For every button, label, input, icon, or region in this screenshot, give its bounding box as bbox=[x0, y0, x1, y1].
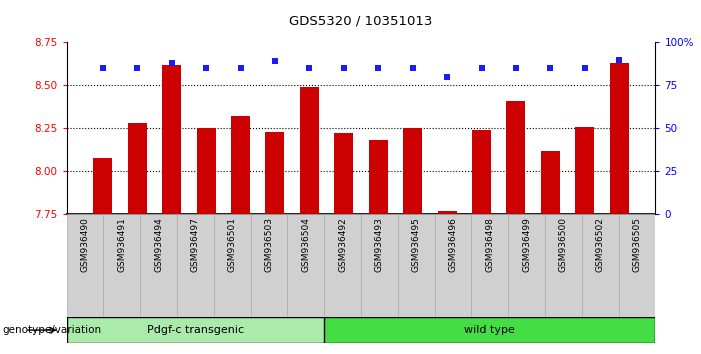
Bar bbox=[619, 214, 655, 317]
Bar bbox=[104, 214, 140, 317]
Text: GSM936490: GSM936490 bbox=[81, 217, 90, 272]
Text: GSM936491: GSM936491 bbox=[117, 217, 126, 272]
Bar bbox=[435, 214, 471, 317]
Bar bbox=[300, 87, 319, 214]
Point bbox=[476, 65, 487, 71]
Bar bbox=[369, 140, 388, 214]
Bar bbox=[582, 214, 619, 317]
Bar bbox=[541, 151, 560, 214]
Text: genotype/variation: genotype/variation bbox=[2, 325, 101, 335]
Bar bbox=[231, 116, 250, 214]
Point bbox=[304, 65, 315, 71]
Text: GDS5320 / 10351013: GDS5320 / 10351013 bbox=[290, 14, 433, 27]
Text: GSM936501: GSM936501 bbox=[228, 217, 237, 272]
Bar bbox=[508, 214, 545, 317]
Text: GSM936502: GSM936502 bbox=[596, 217, 605, 272]
Point bbox=[200, 65, 212, 71]
Bar bbox=[162, 65, 181, 214]
Bar bbox=[93, 158, 112, 214]
Bar bbox=[398, 214, 435, 317]
Point bbox=[545, 65, 556, 71]
Bar bbox=[472, 130, 491, 214]
Bar bbox=[545, 214, 582, 317]
Bar bbox=[437, 211, 456, 214]
Point bbox=[338, 65, 349, 71]
Text: GSM936494: GSM936494 bbox=[154, 217, 163, 272]
Bar bbox=[266, 132, 285, 214]
Point bbox=[97, 65, 109, 71]
Text: GSM936505: GSM936505 bbox=[632, 217, 641, 272]
Text: GSM936495: GSM936495 bbox=[411, 217, 421, 272]
Text: GSM936496: GSM936496 bbox=[449, 217, 458, 272]
Point bbox=[579, 65, 590, 71]
Text: GSM936492: GSM936492 bbox=[338, 217, 347, 272]
Bar bbox=[67, 317, 324, 343]
Point bbox=[510, 65, 522, 71]
Bar bbox=[471, 214, 508, 317]
Text: GSM936498: GSM936498 bbox=[485, 217, 494, 272]
Bar bbox=[177, 214, 214, 317]
Text: GSM936493: GSM936493 bbox=[375, 217, 384, 272]
Text: GSM936503: GSM936503 bbox=[264, 217, 273, 272]
Text: GSM936504: GSM936504 bbox=[301, 217, 311, 272]
Bar bbox=[403, 129, 422, 214]
Bar bbox=[334, 133, 353, 214]
Bar bbox=[576, 127, 594, 214]
Text: GSM936497: GSM936497 bbox=[191, 217, 200, 272]
Bar bbox=[197, 129, 216, 214]
Bar bbox=[128, 123, 147, 214]
Bar bbox=[67, 214, 104, 317]
Bar bbox=[361, 214, 398, 317]
Point bbox=[235, 65, 246, 71]
Bar bbox=[506, 101, 525, 214]
Point bbox=[166, 60, 177, 66]
Bar bbox=[251, 214, 287, 317]
Point bbox=[269, 58, 280, 64]
Point bbox=[407, 65, 418, 71]
Bar bbox=[324, 214, 361, 317]
Point bbox=[132, 65, 143, 71]
Text: GSM936500: GSM936500 bbox=[559, 217, 568, 272]
Point bbox=[373, 65, 384, 71]
Bar bbox=[324, 317, 655, 343]
Bar bbox=[610, 63, 629, 214]
Text: GSM936499: GSM936499 bbox=[522, 217, 531, 272]
Bar bbox=[140, 214, 177, 317]
Bar bbox=[214, 214, 251, 317]
Point bbox=[613, 57, 625, 63]
Text: wild type: wild type bbox=[464, 325, 515, 335]
Bar bbox=[287, 214, 325, 317]
Point bbox=[442, 74, 453, 80]
Text: Pdgf-c transgenic: Pdgf-c transgenic bbox=[147, 325, 244, 335]
